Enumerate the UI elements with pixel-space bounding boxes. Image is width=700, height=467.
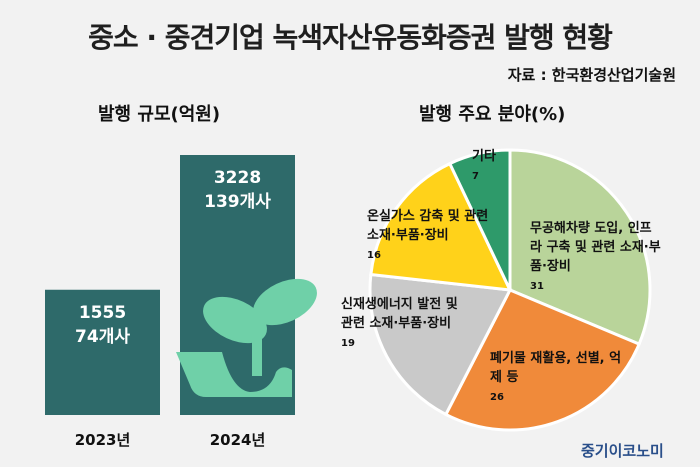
sprout-icon	[176, 278, 317, 397]
bar-value-label: 1555	[79, 303, 126, 323]
pie-slice-value: 19	[341, 338, 355, 349]
pie-slice	[508, 148, 652, 347]
pie-slice	[368, 272, 513, 417]
pie-slice-value: 31	[530, 281, 544, 292]
pie-slice-label: 무공해차량 도입, 인프	[530, 220, 652, 236]
pie-slice-value: 26	[490, 392, 504, 403]
bar-count-label: 139개사	[204, 192, 271, 212]
pie-slice-label: 폐기물 재활용, 선별, 억	[490, 350, 621, 366]
pie-slice-label: 라 구축 및 관련 소재·부	[530, 239, 661, 255]
pie-chart-title: 발행 주요 분야(%)	[419, 104, 566, 125]
source-note: 자료 : 한국환경산업기술원	[507, 66, 676, 84]
pie-slice-label: 신재생에너지 발전 및	[341, 296, 458, 312]
pie-slice-label: 소재·부품·장비	[367, 227, 449, 243]
pie-slice	[447, 148, 512, 291]
brand-logo: 중기이코노미	[581, 442, 664, 460]
pie-slice-label: 온실가스 감축 및 관련	[367, 208, 488, 224]
bar-category-label: 2023년	[75, 431, 131, 449]
bar-category-label: 2024년	[210, 431, 266, 449]
pie-slice-label: 기타	[472, 148, 496, 164]
bar-0	[45, 289, 160, 415]
page-title: 중소 · 중견기업 녹색자산유동화증권 발행 현황	[88, 21, 613, 54]
bar-count-label: 74개사	[75, 327, 130, 347]
pie-slice-value: 7	[472, 171, 479, 182]
bar-value-label: 3228	[214, 168, 261, 188]
pie-slice-value: 16	[367, 250, 381, 261]
pie-slice-label: 제 등	[490, 370, 518, 385]
pie-slice	[369, 161, 513, 292]
bar-chart-title: 발행 규모(억원)	[98, 104, 221, 125]
pie-slice	[443, 288, 642, 432]
pie-slice-label: 관련 소재·부품·장비	[341, 315, 451, 331]
pie-slice-label: 품·장비	[530, 258, 571, 274]
